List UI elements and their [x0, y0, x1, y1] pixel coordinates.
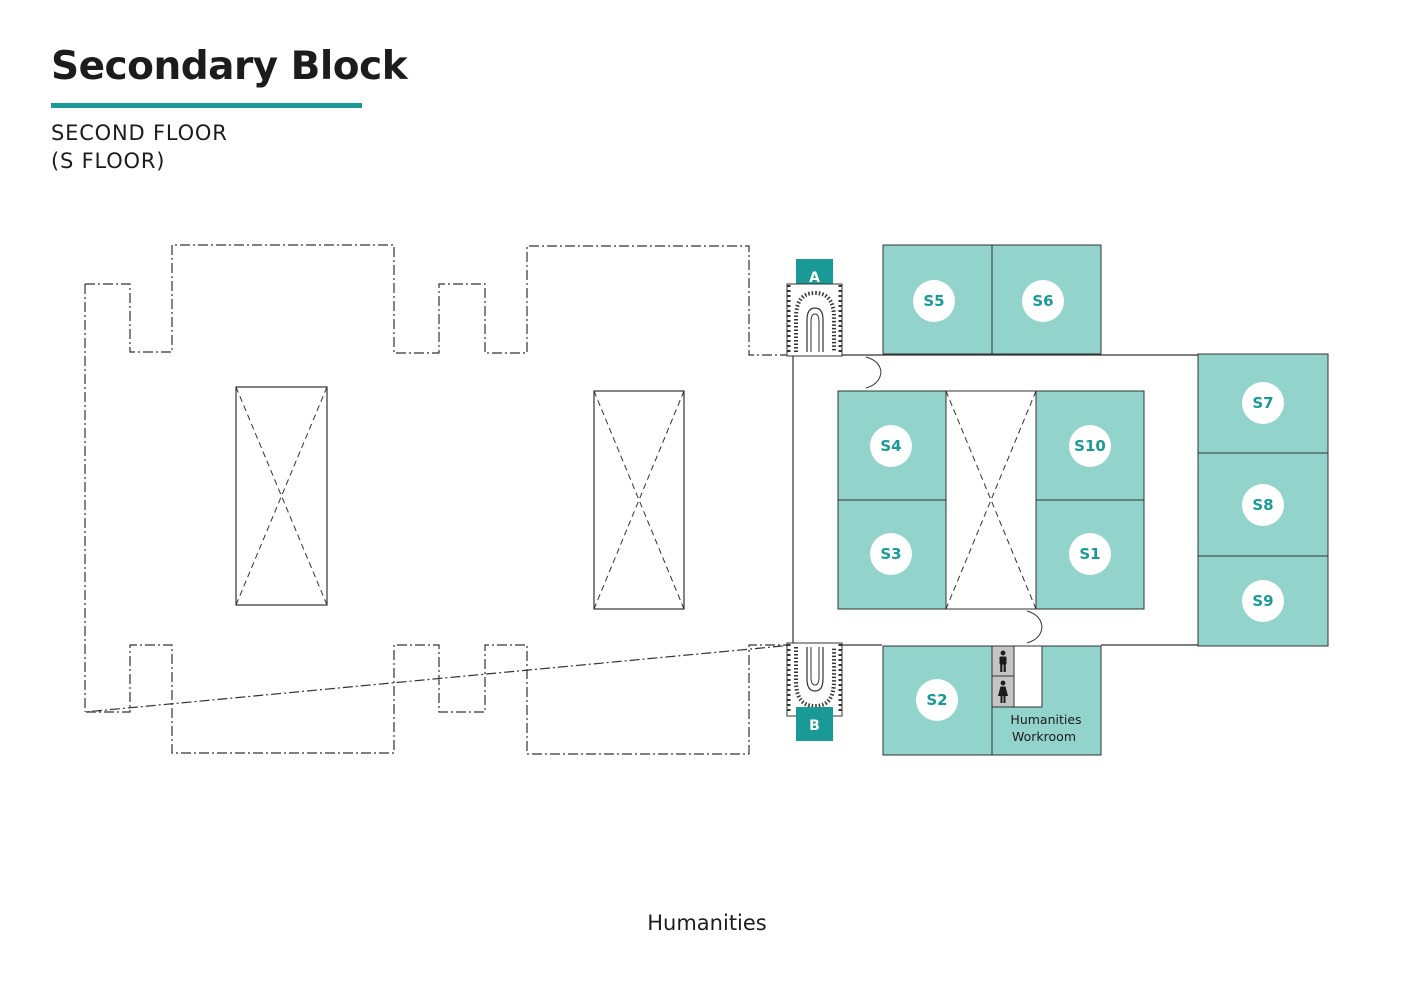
- room-s7[interactable]: S7: [1197, 353, 1329, 454]
- floor-name: SECOND FLOOR: [51, 121, 228, 145]
- door-north: [865, 356, 882, 389]
- room-s5[interactable]: S5: [882, 244, 993, 355]
- room-s3-label: S3: [880, 545, 901, 563]
- staircase-b[interactable]: B: [786, 642, 843, 741]
- room-s8[interactable]: S8: [1197, 452, 1329, 557]
- room-s2-label: S2: [926, 691, 947, 709]
- room-s5-label: S5: [923, 292, 944, 310]
- page-title: Secondary Block: [51, 44, 408, 89]
- floor-code: (S FLOOR): [51, 149, 166, 173]
- room-s4-label: S4: [880, 437, 901, 455]
- staircase-a[interactable]: A: [786, 259, 843, 357]
- staircase-b-label: B: [809, 718, 820, 734]
- room-s1-label: S1: [1079, 545, 1100, 563]
- adjacent-building-outline: [84, 244, 794, 755]
- atrium-void-middle: [593, 390, 685, 610]
- room-s6-label: S6: [1032, 292, 1053, 310]
- room-s2[interactable]: S2: [882, 645, 993, 756]
- workroom-label-line1: Humanities: [1010, 712, 1081, 727]
- room-s6[interactable]: S6: [991, 244, 1102, 355]
- room-s1[interactable]: S1: [1035, 499, 1145, 610]
- department-label: Humanities: [647, 911, 767, 935]
- staircase-a-label: A: [809, 270, 820, 286]
- room-s9[interactable]: S9: [1197, 555, 1329, 647]
- room-s8-label: S8: [1252, 496, 1273, 514]
- atrium-void-left: [235, 386, 328, 606]
- floor-subtitle: SECOND FLOOR (S FLOOR): [51, 119, 228, 175]
- room-s3[interactable]: S3: [837, 499, 947, 610]
- room-s9-label: S9: [1252, 592, 1273, 610]
- room-s7-label: S7: [1252, 394, 1273, 412]
- door-south: [1026, 610, 1043, 644]
- room-s10[interactable]: S10: [1035, 390, 1145, 501]
- female-toilet-icon: [991, 675, 1015, 708]
- male-toilet-icon: [991, 645, 1015, 677]
- room-s10-label: S10: [1074, 437, 1106, 455]
- atrium-void-central: [945, 390, 1037, 610]
- room-s4[interactable]: S4: [837, 390, 947, 501]
- title-underline: [51, 103, 362, 108]
- workroom-label-line2: Workroom: [1012, 729, 1076, 744]
- humanities-workroom[interactable]: Humanities Workroom: [991, 645, 1102, 756]
